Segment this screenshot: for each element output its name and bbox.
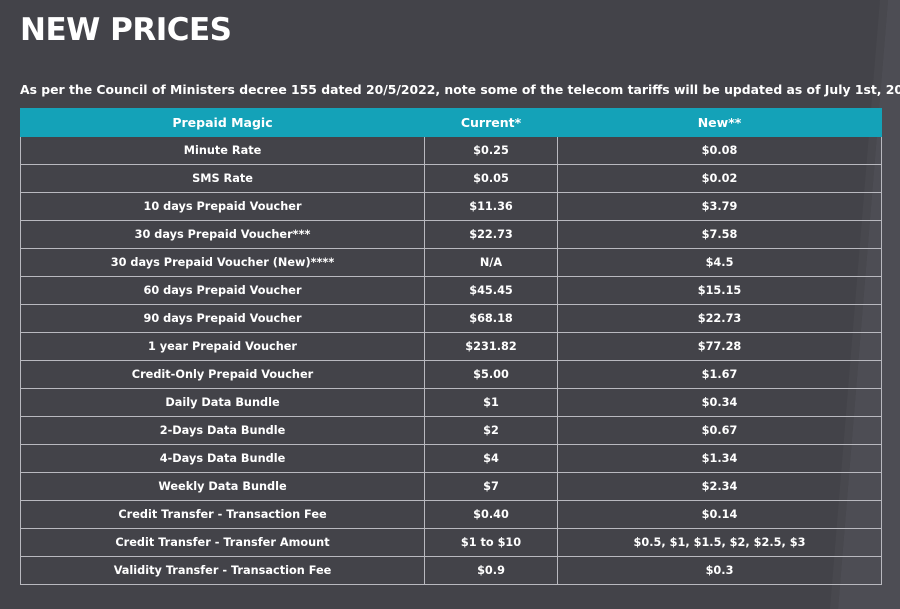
table-row: 4-Days Data Bundle $4 $1.34 — [20, 444, 882, 473]
table-row: 2-Days Data Bundle $2 $0.67 — [20, 416, 882, 445]
table-body: Minute Rate $0.25 $0.08 SMS Rate $0.05 $… — [20, 136, 882, 585]
current-price-cell: $0.05 — [424, 164, 558, 193]
table-row: Weekly Data Bundle $7 $2.34 — [20, 472, 882, 501]
current-price-cell: $1 — [424, 388, 558, 417]
current-price-cell: $0.40 — [424, 500, 558, 529]
item-cell: Daily Data Bundle — [20, 388, 425, 417]
current-price-cell: $45.45 — [424, 276, 558, 305]
item-cell: 90 days Prepaid Voucher — [20, 304, 425, 333]
new-price-cell: $2.34 — [557, 472, 882, 501]
intro-text: As per the Council of Ministers decree 1… — [20, 82, 900, 97]
table-row: Credit Transfer - Transaction Fee $0.40 … — [20, 500, 882, 529]
current-price-cell: $11.36 — [424, 192, 558, 221]
new-price-cell: $0.3 — [557, 556, 882, 585]
item-cell: SMS Rate — [20, 164, 425, 193]
column-header-prepaid-magic: Prepaid Magic — [20, 108, 425, 137]
current-price-cell: $5.00 — [424, 360, 558, 389]
item-cell: 30 days Prepaid Voucher*** — [20, 220, 425, 249]
new-price-cell: $1.34 — [557, 444, 882, 473]
column-header-new: New** — [557, 108, 882, 137]
current-price-cell: $1 to $10 — [424, 528, 558, 557]
new-price-cell: $4.5 — [557, 248, 882, 277]
current-price-cell: $0.9 — [424, 556, 558, 585]
page-title: NEW PRICES — [20, 12, 232, 48]
column-header-current: Current* — [424, 108, 558, 137]
item-cell: Minute Rate — [20, 136, 425, 165]
current-price-cell: $2 — [424, 416, 558, 445]
new-price-cell: $0.67 — [557, 416, 882, 445]
new-price-cell: $22.73 — [557, 304, 882, 333]
table-row: SMS Rate $0.05 $0.02 — [20, 164, 882, 193]
new-price-cell: $0.08 — [557, 136, 882, 165]
item-cell: 30 days Prepaid Voucher (New)**** — [20, 248, 425, 277]
item-cell: 60 days Prepaid Voucher — [20, 276, 425, 305]
item-cell: Credit Transfer - Transaction Fee — [20, 500, 425, 529]
new-price-cell: $0.14 — [557, 500, 882, 529]
table-row: 90 days Prepaid Voucher $68.18 $22.73 — [20, 304, 882, 333]
current-price-cell: $0.25 — [424, 136, 558, 165]
item-cell: 1 year Prepaid Voucher — [20, 332, 425, 361]
current-price-cell: $22.73 — [424, 220, 558, 249]
new-price-cell: $1.67 — [557, 360, 882, 389]
table-row: Credit-Only Prepaid Voucher $5.00 $1.67 — [20, 360, 882, 389]
new-price-cell: $7.58 — [557, 220, 882, 249]
table-row: Validity Transfer - Transaction Fee $0.9… — [20, 556, 882, 585]
new-price-cell: $3.79 — [557, 192, 882, 221]
item-cell: Credit-Only Prepaid Voucher — [20, 360, 425, 389]
table-row: Credit Transfer - Transfer Amount $1 to … — [20, 528, 882, 557]
item-cell: 10 days Prepaid Voucher — [20, 192, 425, 221]
item-cell: Credit Transfer - Transfer Amount — [20, 528, 425, 557]
table-row: 1 year Prepaid Voucher $231.82 $77.28 — [20, 332, 882, 361]
table-header-row: Prepaid Magic Current* New** — [20, 108, 882, 137]
current-price-cell: $7 — [424, 472, 558, 501]
new-price-cell: $15.15 — [557, 276, 882, 305]
current-price-cell: $4 — [424, 444, 558, 473]
item-cell: 4-Days Data Bundle — [20, 444, 425, 473]
table-row: Daily Data Bundle $1 $0.34 — [20, 388, 882, 417]
current-price-cell: $231.82 — [424, 332, 558, 361]
current-price-cell: N/A — [424, 248, 558, 277]
table-row: 30 days Prepaid Voucher (New)**** N/A $4… — [20, 248, 882, 277]
current-price-cell: $68.18 — [424, 304, 558, 333]
item-cell: Weekly Data Bundle — [20, 472, 425, 501]
item-cell: Validity Transfer - Transaction Fee — [20, 556, 425, 585]
table-row: 60 days Prepaid Voucher $45.45 $15.15 — [20, 276, 882, 305]
item-cell: 2-Days Data Bundle — [20, 416, 425, 445]
table-row: 10 days Prepaid Voucher $11.36 $3.79 — [20, 192, 882, 221]
table-row: Minute Rate $0.25 $0.08 — [20, 136, 882, 165]
new-price-cell: $0.5, $1, $1.5, $2, $2.5, $3 — [557, 528, 882, 557]
new-price-cell: $0.02 — [557, 164, 882, 193]
prices-table: Prepaid Magic Current* New** Minute Rate… — [20, 108, 882, 585]
table-row: 30 days Prepaid Voucher*** $22.73 $7.58 — [20, 220, 882, 249]
new-price-cell: $77.28 — [557, 332, 882, 361]
new-price-cell: $0.34 — [557, 388, 882, 417]
